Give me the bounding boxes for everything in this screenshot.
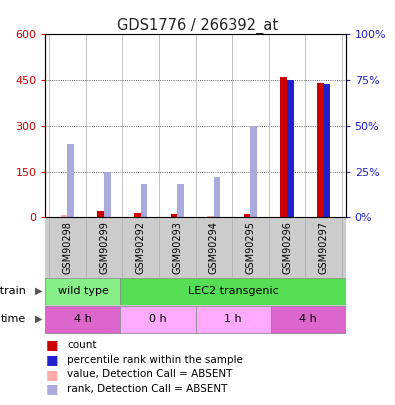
Bar [141, 185, 147, 217]
Text: count: count [67, 340, 97, 350]
Text: strain: strain [0, 286, 26, 296]
Text: ▶: ▶ [35, 314, 42, 324]
Bar [171, 214, 177, 217]
Bar [207, 216, 214, 217]
Bar [250, 126, 257, 217]
Text: 4 h: 4 h [74, 314, 92, 324]
Bar [287, 80, 293, 217]
Text: rank, Detection Call = ABSENT: rank, Detection Call = ABSENT [67, 384, 228, 394]
Text: time: time [1, 314, 26, 324]
Bar [271, 306, 346, 333]
Bar [120, 278, 346, 305]
Text: GSM90298: GSM90298 [62, 221, 72, 274]
Bar [45, 278, 120, 305]
Text: ■: ■ [45, 339, 58, 352]
Bar [280, 77, 287, 217]
Bar [98, 211, 104, 217]
Text: GSM90292: GSM90292 [135, 221, 146, 274]
Text: wild type: wild type [58, 286, 108, 296]
Bar [134, 213, 141, 217]
Text: GDS1776 / 266392_at: GDS1776 / 266392_at [117, 18, 278, 34]
Text: GSM90299: GSM90299 [99, 221, 109, 274]
Text: ▶: ▶ [35, 286, 42, 296]
Bar [196, 306, 271, 333]
Text: 4 h: 4 h [299, 314, 317, 324]
Text: LEC2 transgenic: LEC2 transgenic [188, 286, 278, 296]
Text: ■: ■ [45, 368, 58, 381]
Bar [68, 144, 74, 217]
Text: value, Detection Call = ABSENT: value, Detection Call = ABSENT [67, 369, 233, 379]
Bar [177, 185, 184, 217]
Text: 0 h: 0 h [149, 314, 167, 324]
Text: 1 h: 1 h [224, 314, 242, 324]
Bar [214, 177, 220, 217]
Text: GSM90294: GSM90294 [209, 221, 219, 274]
Text: GSM90295: GSM90295 [245, 221, 256, 274]
Text: percentile rank within the sample: percentile rank within the sample [67, 354, 243, 364]
Bar [104, 172, 111, 217]
Bar [317, 83, 324, 217]
Text: ■: ■ [45, 382, 58, 395]
Bar [324, 84, 330, 217]
Bar [120, 306, 196, 333]
Text: GSM90293: GSM90293 [172, 221, 182, 274]
Text: GSM90296: GSM90296 [282, 221, 292, 274]
Bar [45, 306, 120, 333]
Text: GSM90297: GSM90297 [319, 221, 329, 274]
Bar [244, 214, 250, 217]
Text: ■: ■ [45, 353, 58, 366]
Bar [61, 215, 68, 217]
